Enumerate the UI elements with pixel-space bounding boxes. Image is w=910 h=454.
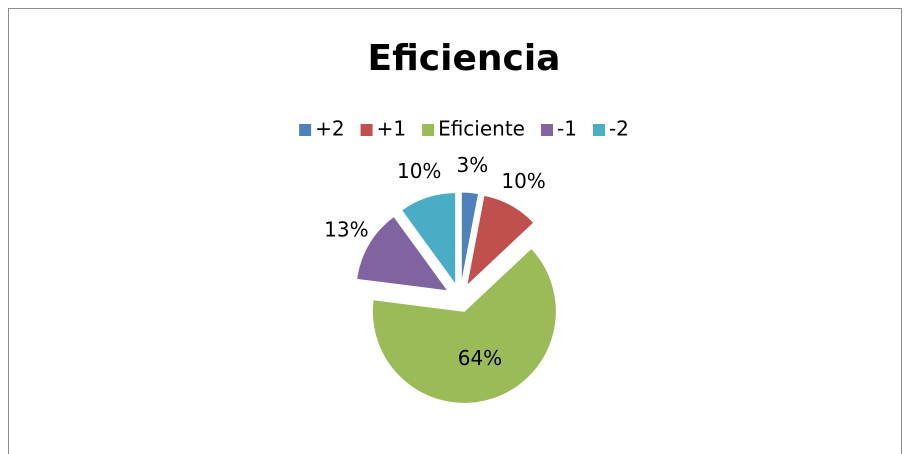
legend-label: +1 — [377, 117, 406, 141]
legend-label: Eficiente — [438, 117, 525, 141]
legend-swatch — [422, 124, 435, 136]
data-label: 10% — [397, 159, 441, 183]
pie-slice — [371, 247, 557, 404]
legend-label: -1 — [557, 117, 577, 141]
pie-slice — [465, 194, 535, 288]
data-label: 13% — [324, 217, 368, 241]
legend-swatch — [592, 124, 605, 136]
pie-slice — [460, 191, 480, 285]
legend-swatch — [299, 124, 312, 136]
data-label: 3% — [457, 153, 489, 177]
data-label: 10% — [501, 169, 545, 193]
pie-slice — [400, 192, 457, 287]
legend-label: -2 — [609, 117, 629, 141]
legend-label: +2 — [315, 117, 344, 141]
chart-title: Eficiencia — [368, 38, 561, 79]
pie-slice — [356, 215, 450, 292]
data-label: 64% — [458, 346, 502, 370]
legend: +2 +1 Eficiente -1 -2 — [299, 117, 629, 141]
legend-swatch — [360, 124, 373, 136]
legend-swatch — [540, 124, 553, 136]
